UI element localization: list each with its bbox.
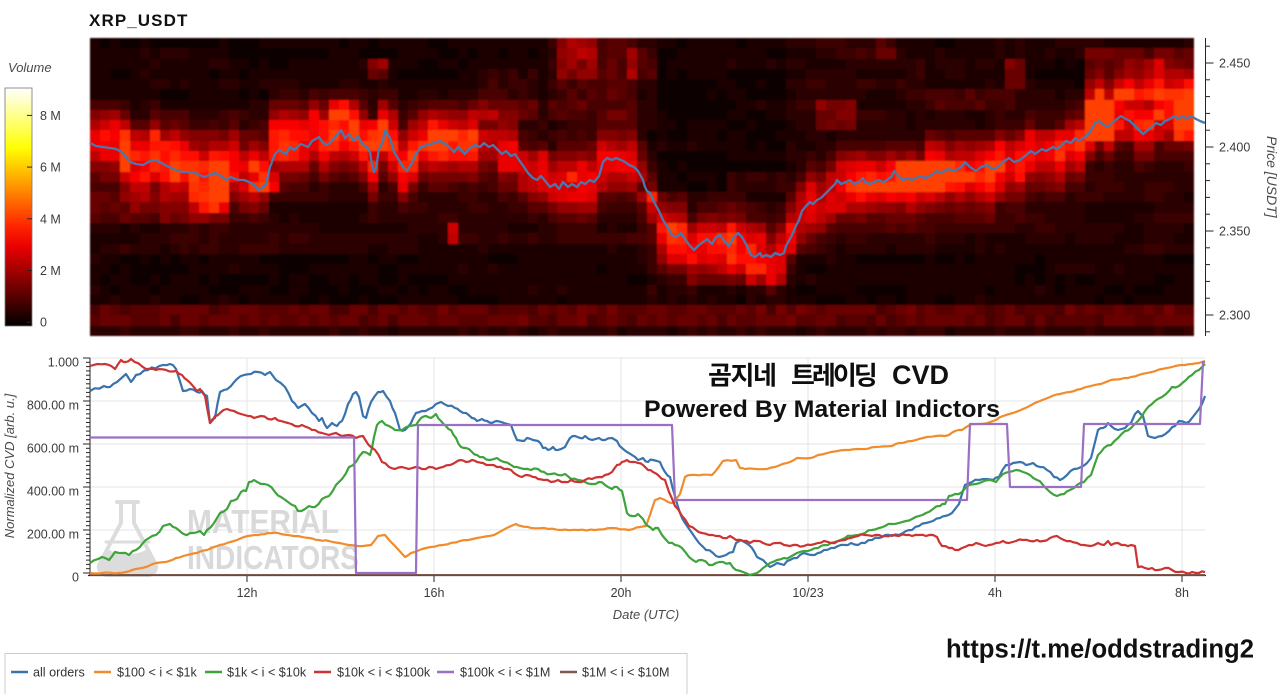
svg-text:Price [USDT]: Price [USDT] — [1264, 136, 1280, 219]
svg-text:all orders: all orders — [33, 666, 85, 680]
svg-text:2.350: 2.350 — [1219, 225, 1250, 239]
svg-text:20h: 20h — [611, 586, 632, 600]
svg-text:8h: 8h — [1175, 586, 1189, 600]
svg-text:400.00 m: 400.00 m — [27, 484, 79, 498]
svg-text:4 M: 4 M — [40, 212, 61, 226]
svg-text:0: 0 — [40, 316, 47, 330]
svg-text:4h: 4h — [988, 586, 1002, 600]
svg-text:8 M: 8 M — [40, 109, 61, 123]
svg-text:2.450: 2.450 — [1219, 57, 1250, 71]
svg-text:2 M: 2 M — [40, 264, 61, 278]
svg-text:$10k < i < $100k: $10k < i < $100k — [337, 666, 431, 680]
svg-text:12h: 12h — [237, 586, 258, 600]
svg-text:$100k < i < $1M: $100k < i < $1M — [460, 666, 550, 680]
svg-text:800.00 m: 800.00 m — [27, 398, 79, 412]
svg-text:$100 < i < $1k: $100 < i < $1k — [117, 666, 198, 680]
svg-text:Normalized CVD [arb. u.]: Normalized CVD [arb. u.] — [2, 393, 17, 538]
svg-text:600.00 m: 600.00 m — [27, 441, 79, 455]
svg-text:INDICATORS: INDICATORS — [187, 539, 359, 576]
svg-text:Volume: Volume — [8, 60, 52, 75]
svg-text:2.400: 2.400 — [1219, 141, 1250, 155]
svg-text:2.300: 2.300 — [1219, 309, 1250, 323]
svg-text:1.000: 1.000 — [48, 355, 79, 369]
svg-text:$1k < i < $10k: $1k < i < $10k — [227, 666, 307, 680]
svg-text:https://t.me/oddstrading2: https://t.me/oddstrading2 — [946, 636, 1254, 664]
svg-text:0: 0 — [72, 570, 79, 584]
svg-text:Date (UTC): Date (UTC) — [613, 607, 679, 622]
svg-text:6 M: 6 M — [40, 161, 61, 175]
svg-text:Powered By Material Indictors: Powered By Material Indictors — [644, 396, 1000, 423]
svg-text:CVD: CVD — [892, 360, 949, 390]
svg-text:16h: 16h — [424, 586, 445, 600]
svg-text:$1M < i < $10M: $1M < i < $10M — [582, 666, 670, 680]
svg-text:XRP_USDT: XRP_USDT — [89, 11, 189, 30]
svg-text:10/23: 10/23 — [792, 586, 823, 600]
svg-text:200.00 m: 200.00 m — [27, 527, 79, 541]
